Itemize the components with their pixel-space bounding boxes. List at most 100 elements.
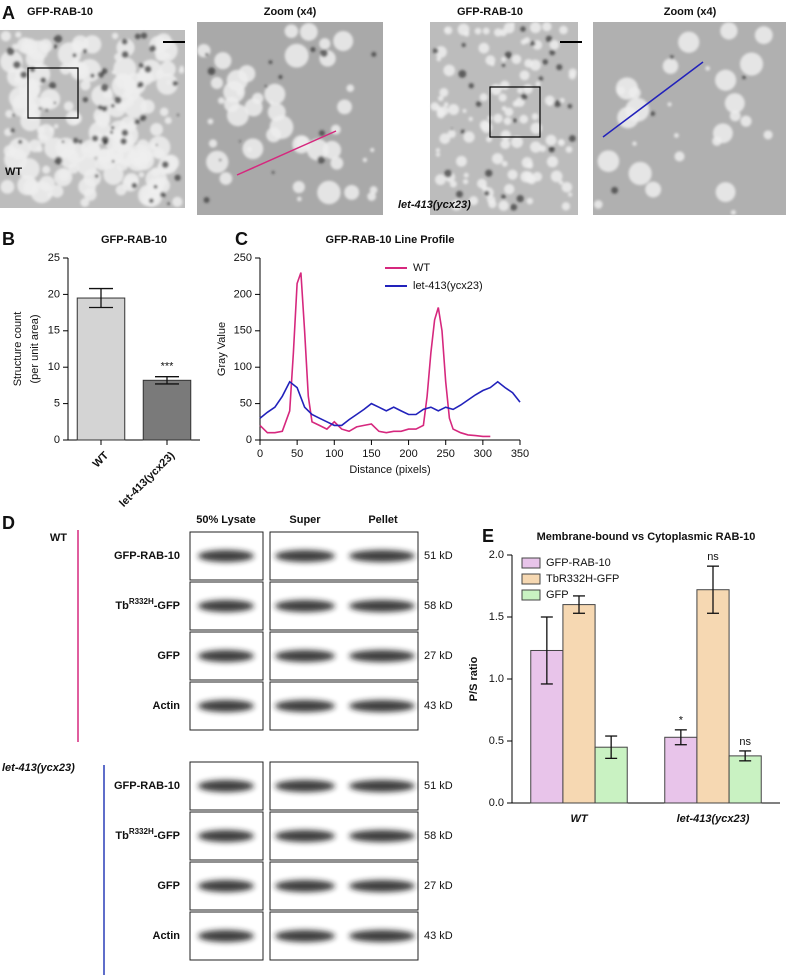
- puncta: [172, 80, 178, 87]
- vesicle: [295, 136, 309, 150]
- puncta: [554, 100, 562, 108]
- y-axis-label: (per unit area): [29, 314, 41, 383]
- vesicle: [468, 116, 473, 122]
- vesicle: [511, 54, 522, 65]
- puncta: [483, 190, 490, 197]
- vesicle: [153, 148, 165, 160]
- vesicle: [523, 37, 531, 44]
- y-tick-label: 1.0: [489, 673, 504, 685]
- vesicle: [337, 99, 352, 115]
- vesicle: [678, 31, 700, 53]
- puncta: [140, 32, 148, 39]
- puncta: [176, 113, 180, 117]
- vesicle: [739, 52, 764, 76]
- vesicle: [645, 181, 662, 198]
- puncta: [148, 198, 154, 204]
- x-tick-label: WT: [570, 813, 588, 825]
- vesicle: [97, 148, 118, 169]
- row-label-superscript: R332H: [129, 827, 154, 836]
- row-label-text: Tb: [115, 600, 129, 612]
- puncta: [475, 101, 482, 107]
- vesicle: [674, 151, 685, 162]
- vesicle: [150, 142, 158, 150]
- bar: [562, 604, 596, 804]
- puncta: [54, 156, 63, 165]
- vesicle: [503, 117, 512, 126]
- vesicle: [172, 196, 183, 208]
- x-tick-label: 350: [511, 448, 529, 460]
- y-axis-label: Structure count: [12, 312, 24, 387]
- vesicle: [217, 97, 225, 104]
- puncta: [72, 137, 79, 144]
- vesicle: [493, 113, 503, 124]
- puncta: [542, 59, 549, 65]
- puncta: [61, 140, 65, 144]
- vesicle: [667, 102, 672, 107]
- y-tick-label: 20: [48, 288, 60, 300]
- vesicle: [511, 136, 523, 148]
- vesicle: [78, 59, 102, 82]
- vesicle: [490, 61, 495, 67]
- puncta: [318, 130, 326, 137]
- x-tick-label: 200: [399, 448, 417, 460]
- puncta: [120, 138, 127, 145]
- panel-letter: C: [235, 229, 248, 249]
- blot-band: [349, 550, 415, 562]
- vesicle: [269, 100, 274, 106]
- y-tick-label: 25: [48, 252, 60, 264]
- vesicle: [207, 118, 214, 125]
- y-tick-label: 10: [48, 361, 60, 373]
- x-tick-label: 50: [291, 448, 303, 460]
- vesicle: [299, 23, 318, 41]
- puncta: [549, 49, 556, 56]
- blot-band: [275, 600, 335, 612]
- puncta: [82, 96, 89, 103]
- vesicle: [71, 35, 89, 53]
- vesicle: [544, 95, 555, 106]
- puncta: [109, 130, 114, 134]
- vesicle: [486, 136, 493, 143]
- puncta: [520, 93, 528, 101]
- vesicle: [50, 185, 64, 198]
- vesicle: [443, 64, 456, 77]
- vesicle: [729, 110, 741, 122]
- blot-band: [275, 930, 335, 942]
- vesicle: [763, 130, 773, 140]
- puncta: [121, 38, 128, 45]
- y-tick-label: 50: [240, 398, 252, 410]
- puncta: [155, 143, 158, 147]
- puncta: [461, 42, 466, 48]
- vesicle: [344, 184, 360, 200]
- puncta: [90, 73, 95, 78]
- x-tick-label: let-413(ycx23): [677, 813, 750, 825]
- vesicle: [317, 180, 341, 205]
- vesicle: [346, 84, 355, 93]
- vesicle: [430, 102, 439, 111]
- vesicle: [530, 122, 543, 135]
- vesicle: [367, 192, 377, 201]
- vesicle: [0, 179, 15, 194]
- vesicle: [8, 137, 31, 160]
- vesicle: [297, 196, 302, 202]
- puncta: [6, 47, 15, 56]
- vesicle: [210, 76, 224, 90]
- legend-label: WT: [413, 262, 430, 274]
- vesicle: [148, 136, 171, 159]
- blot-band: [349, 930, 415, 942]
- puncta: [38, 106, 42, 110]
- blot-band: [275, 700, 335, 712]
- puncta: [320, 49, 328, 58]
- puncta: [611, 186, 619, 194]
- bar: [142, 379, 192, 441]
- puncta: [161, 161, 169, 169]
- puncta: [138, 62, 145, 69]
- vesicle: [478, 42, 490, 54]
- y-tick-label: 2.0: [489, 549, 504, 561]
- vesicle: [333, 31, 354, 52]
- vesicle: [557, 139, 565, 147]
- puncta: [153, 184, 158, 189]
- row-label: TbR332H-GFP: [115, 597, 180, 612]
- size-label: 58 kD: [424, 830, 453, 842]
- vesicle: [39, 134, 49, 144]
- vesicle: [76, 155, 98, 176]
